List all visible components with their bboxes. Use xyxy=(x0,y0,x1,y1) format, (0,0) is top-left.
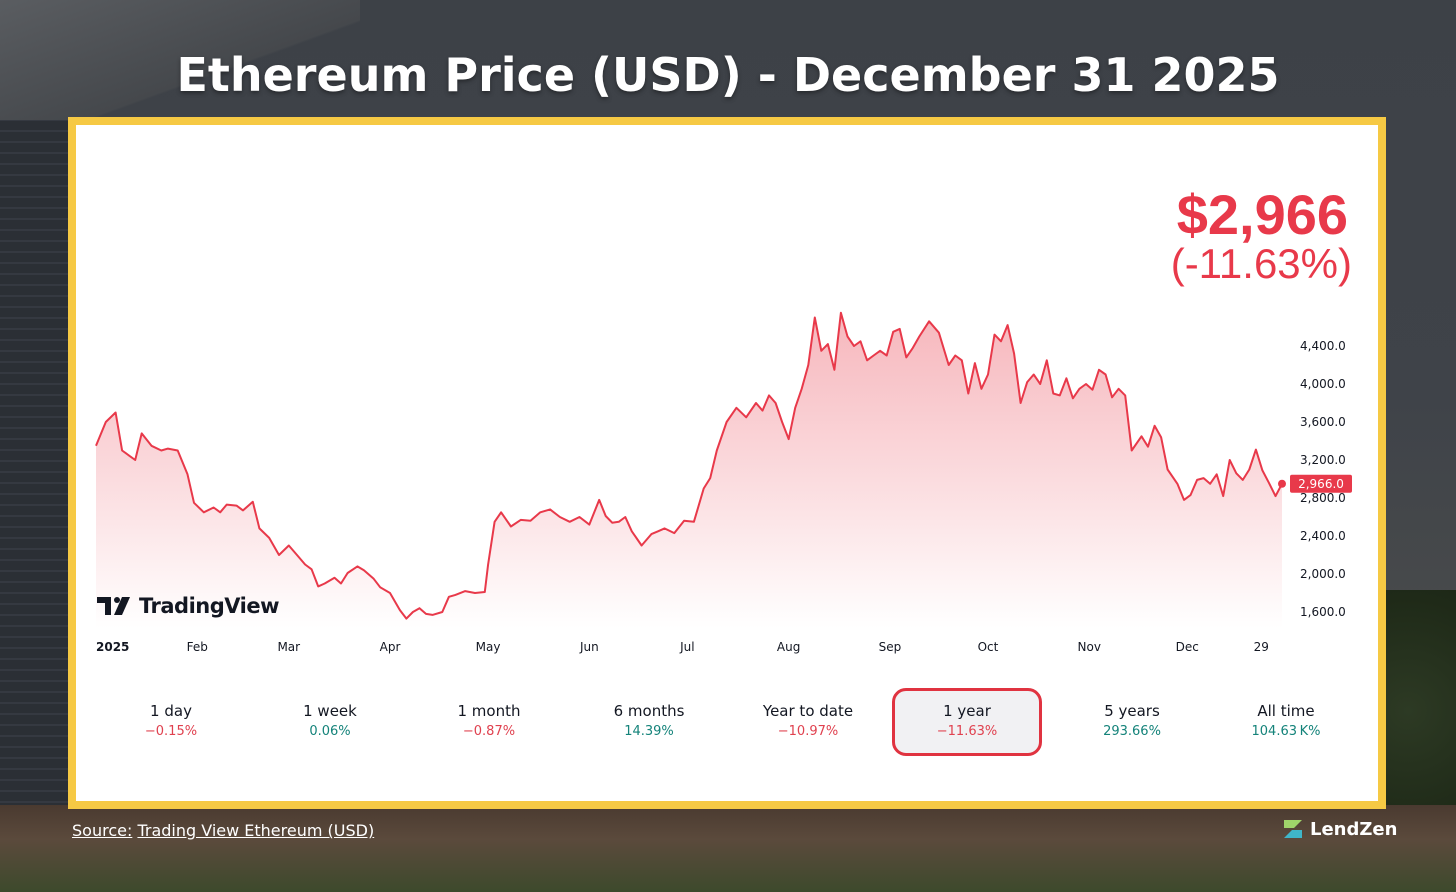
price-line xyxy=(95,311,1283,620)
period-button[interactable]: 5 years 293.66% xyxy=(1057,688,1207,756)
x-tick-label: Mar xyxy=(277,640,300,654)
y-tick-label: 2,800.0 xyxy=(1300,491,1346,505)
x-tick-label: Dec xyxy=(1176,640,1199,654)
tradingview-wordmark: TradingView xyxy=(139,594,279,618)
x-tick-label: 29 xyxy=(1254,640,1269,654)
period-button[interactable]: 1 year −11.63% xyxy=(892,688,1042,756)
period-label: Year to date xyxy=(762,702,854,720)
period-label: 1 day xyxy=(150,702,192,720)
period-change-value: 293.66% xyxy=(1103,724,1161,739)
y-tick-label: 3,600.0 xyxy=(1300,415,1346,429)
tradingview-logo: TradingView xyxy=(97,594,279,618)
last-price-badge xyxy=(1290,474,1352,493)
x-tick-label: 2025 xyxy=(96,640,129,654)
period-button[interactable]: 1 day −0.15% xyxy=(96,688,246,756)
x-tick-label: Apr xyxy=(380,640,401,654)
period-change-value: −11.63% xyxy=(936,724,998,739)
period-label: All time xyxy=(1257,702,1315,720)
y-tick-label: 1,600.0 xyxy=(1300,605,1346,619)
page-title: Ethereum Price (USD) - December 31 2025 xyxy=(176,48,1280,102)
period-button[interactable]: 1 week 0.06% xyxy=(255,688,405,756)
current-price: $2,966 xyxy=(1176,183,1348,246)
period-label: 6 months xyxy=(613,702,685,720)
x-tick-label: May xyxy=(476,640,501,654)
lendzen-icon xyxy=(1284,820,1302,838)
y-tick-label: 2,400.0 xyxy=(1300,529,1346,543)
background-roof xyxy=(0,0,360,120)
x-tick-label: Jun xyxy=(579,640,599,654)
source-link[interactable]: Trading View Ethereum (USD) xyxy=(137,821,375,840)
period-change-value: −0.15% xyxy=(144,724,198,739)
period-change-value: 14.39% xyxy=(624,724,674,739)
period-change-value: −0.87% xyxy=(462,724,516,739)
x-tick-label: Aug xyxy=(777,640,800,654)
period-button[interactable]: 1 month −0.87% xyxy=(414,688,564,756)
x-tick-label: Nov xyxy=(1078,640,1101,654)
background-street xyxy=(0,805,1456,892)
y-tick-label: 2,000.0 xyxy=(1300,567,1346,581)
x-tick-label: Oct xyxy=(978,640,999,654)
period-change-value: 104.63 K% xyxy=(1251,724,1321,739)
y-tick-label: 4,000.0 xyxy=(1300,377,1346,391)
period-change-value: 0.06% xyxy=(309,724,351,739)
tradingview-icon xyxy=(97,597,130,615)
period-button[interactable]: 6 months 14.39% xyxy=(574,688,724,756)
period-label: 1 week xyxy=(303,702,357,720)
period-label: 1 year xyxy=(943,702,991,720)
price-area-fill xyxy=(96,312,1282,628)
period-label: 5 years xyxy=(1104,702,1160,720)
y-tick-label: 4,400.0 xyxy=(1300,339,1346,353)
period-selector: 1 day −0.15% 1 week 0.06% 1 month −0.87% 6 mon… xyxy=(96,688,1366,756)
x-tick-label: Jul xyxy=(679,640,694,654)
lendzen-logo: LendZen xyxy=(1282,818,1397,840)
source-label: Source: xyxy=(72,821,133,840)
lendzen-wordmark: LendZen xyxy=(1310,818,1398,840)
price-change-percent: (-11.63%) xyxy=(1170,240,1352,287)
x-tick-label: Sep xyxy=(879,640,902,654)
source-credit: Source: Trading View Ethereum (USD) xyxy=(72,821,374,840)
period-button[interactable]: Year to date −10.97% xyxy=(733,688,883,756)
x-tick-label: Feb xyxy=(187,640,208,654)
last-price-dot xyxy=(1278,479,1286,488)
y-tick-label: 3,200.0 xyxy=(1300,453,1346,467)
period-button[interactable]: All time 104.63 K% xyxy=(1211,688,1361,756)
last-price-label: 2,966.0 xyxy=(1298,477,1344,491)
period-label: 1 month xyxy=(457,702,521,720)
period-change-value: −10.97% xyxy=(777,724,839,739)
